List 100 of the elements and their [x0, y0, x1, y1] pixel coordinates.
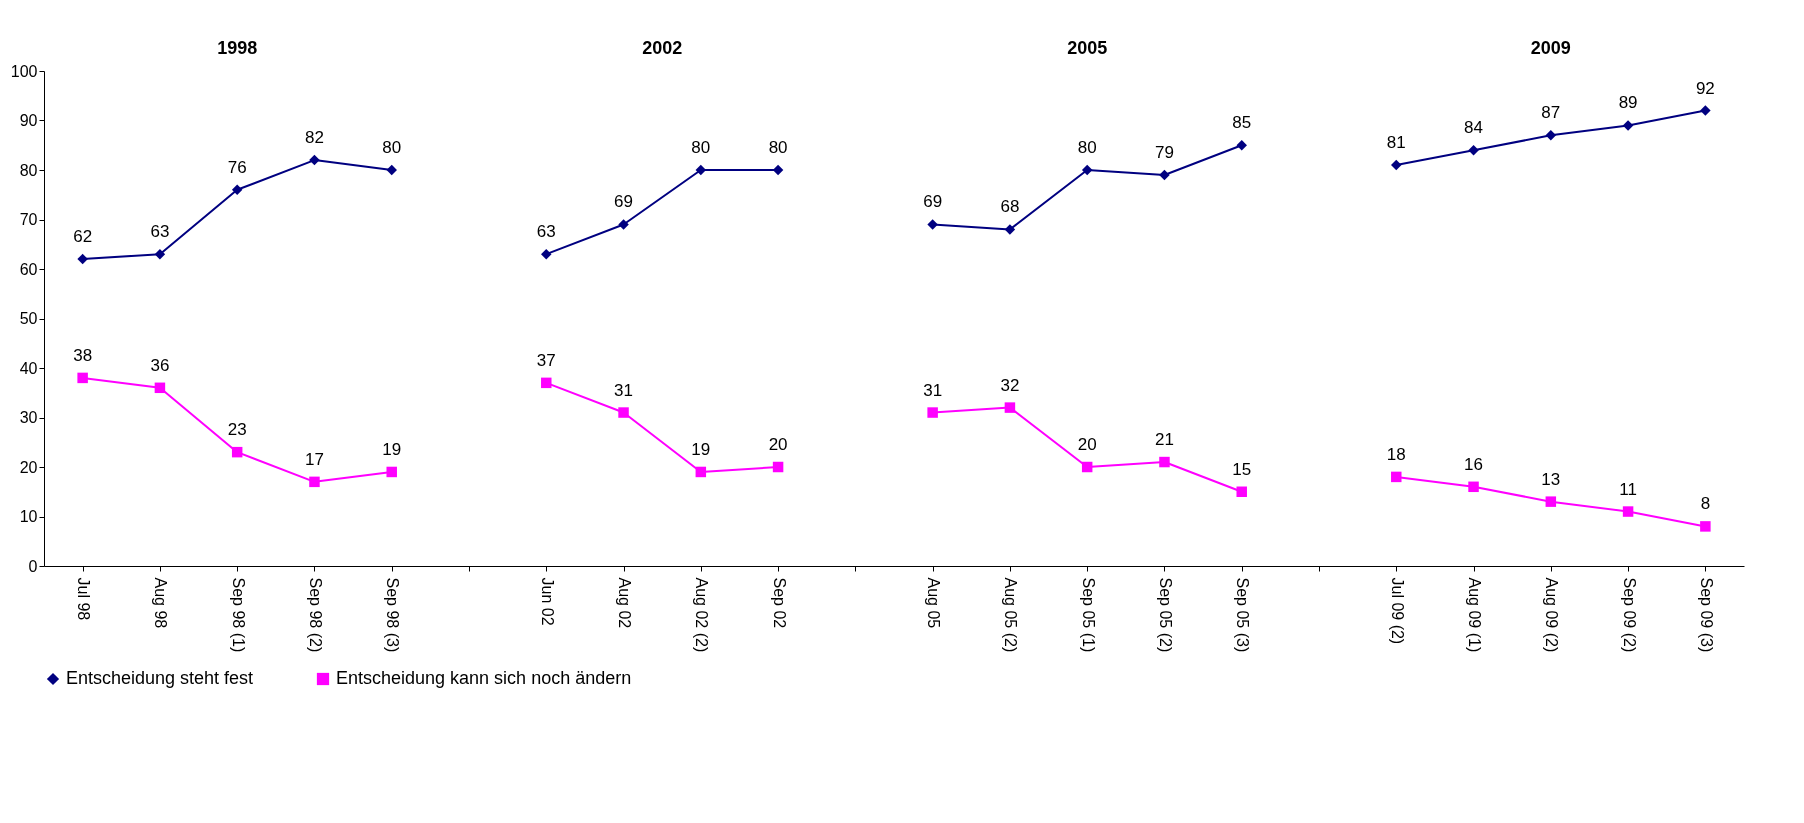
x-tick-label: Sep 02 — [770, 577, 788, 629]
point — [772, 461, 784, 473]
data-label: 36 — [150, 355, 170, 375]
point — [231, 184, 243, 196]
data-label: 69 — [614, 192, 634, 212]
data-label: 21 — [1154, 430, 1174, 450]
data-label: 20 — [1077, 435, 1097, 454]
x-tick-label: Aug 09 (2) — [1543, 577, 1561, 653]
x-tick-label: Sep 05 (1) — [1079, 577, 1097, 653]
point — [1004, 224, 1016, 235]
point — [386, 164, 397, 176]
point — [77, 372, 88, 384]
x-tick-label: Sep 09 (2) — [1620, 577, 1638, 653]
x-tick-label: Aug 98 — [152, 577, 170, 629]
point — [1391, 471, 1402, 483]
point — [1468, 481, 1479, 493]
data-label: 37 — [536, 350, 556, 370]
x-tick-label: Jul 98 — [75, 577, 93, 621]
point — [1468, 144, 1479, 156]
point — [1700, 105, 1711, 116]
data-label: 80 — [691, 138, 711, 157]
data-label: 18 — [1386, 444, 1406, 464]
x-tick-label: Sep 98 (3) — [384, 577, 402, 653]
point — [618, 219, 629, 230]
point — [695, 466, 707, 478]
data-label: 20 — [768, 435, 788, 454]
text: 2005 — [1067, 38, 1108, 58]
x-tick-label: Jun 02 — [538, 577, 556, 626]
point — [1236, 486, 1247, 497]
y-tick-label: 20 — [19, 458, 38, 476]
y-tick-label: 50 — [19, 310, 38, 327]
data-label: 79 — [1154, 142, 1174, 162]
data-label: 15 — [1232, 459, 1252, 479]
data-label: 62 — [73, 227, 93, 247]
x-tick-label: Sep 98 (2) — [306, 577, 324, 653]
point — [1081, 164, 1093, 176]
data-label: 23 — [227, 420, 247, 440]
data-label: 80 — [1077, 138, 1097, 157]
data-label: 76 — [227, 157, 247, 177]
text: 2002 — [642, 38, 683, 58]
x-tick-label: Aug 05 (2) — [1002, 577, 1020, 653]
x-tick-label: Sep 98 (1) — [229, 577, 247, 653]
y-tick-label: 60 — [19, 260, 38, 278]
point — [1236, 140, 1247, 151]
x-tick-label: Aug 02 (2) — [693, 577, 711, 653]
y-tick-label: 80 — [19, 161, 38, 179]
data-label: 84 — [1464, 118, 1484, 138]
x-tick-label: Aug 09 (1) — [1466, 577, 1484, 653]
data-label: 63 — [536, 222, 556, 242]
data-label: 87 — [1541, 103, 1561, 123]
point — [154, 248, 166, 260]
legend-label: Entscheidung steht fest — [66, 668, 254, 688]
data-label: 8 — [1700, 494, 1711, 514]
point — [541, 248, 552, 260]
point — [927, 219, 938, 230]
x-tick-label: Sep 05 (2) — [1156, 577, 1174, 653]
point — [1545, 496, 1557, 507]
point — [1700, 521, 1711, 532]
point — [927, 407, 938, 418]
data-label: 19 — [382, 439, 402, 459]
point — [1159, 169, 1170, 181]
point — [231, 446, 243, 458]
data-label: 11 — [1619, 479, 1637, 499]
data-label: 85 — [1232, 113, 1252, 133]
legend-label: Entscheidung kann sich noch ändern — [336, 668, 632, 688]
point — [154, 382, 166, 394]
data-label: 82 — [304, 128, 324, 148]
text: 2009 — [1530, 38, 1571, 58]
point — [309, 476, 320, 488]
point — [1622, 506, 1634, 517]
x-tick-label: Aug 02 — [616, 577, 634, 629]
x-tick-label: Aug 05 — [925, 577, 943, 629]
data-label: 19 — [691, 439, 711, 459]
data-label: 17 — [304, 449, 324, 469]
y-tick-label: 30 — [19, 409, 38, 426]
y-tick-label: 40 — [19, 359, 38, 377]
data-label: 68 — [1000, 197, 1020, 217]
point — [77, 253, 88, 265]
point — [309, 154, 320, 166]
point — [541, 377, 552, 389]
data-label: 80 — [382, 138, 402, 157]
data-label: 31 — [923, 380, 943, 400]
y-tick-label: 90 — [19, 112, 38, 129]
point — [1081, 461, 1093, 473]
point — [386, 466, 397, 478]
data-label: 69 — [923, 192, 943, 212]
data-label: 92 — [1695, 78, 1715, 98]
point — [1391, 159, 1402, 171]
x-tick-label: Sep 05 (3) — [1234, 577, 1252, 653]
data-label: 32 — [1000, 375, 1020, 395]
data-label: 63 — [150, 222, 170, 242]
data-label: 16 — [1464, 454, 1484, 474]
y-tick-label: 0 — [28, 557, 38, 575]
point — [1545, 130, 1557, 141]
point — [1159, 456, 1170, 468]
data-label: 13 — [1541, 469, 1561, 489]
text: 1998 — [217, 38, 258, 58]
data-label: 80 — [768, 138, 788, 157]
y-tick-label: 70 — [19, 211, 38, 228]
point — [618, 407, 629, 418]
